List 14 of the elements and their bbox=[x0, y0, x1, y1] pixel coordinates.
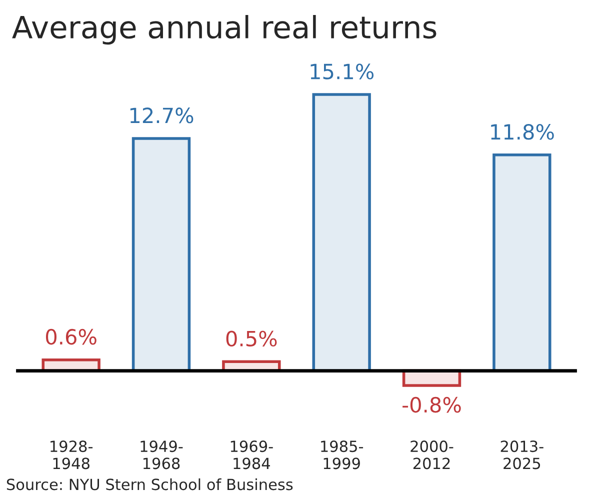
data-label: -0.8% bbox=[402, 396, 461, 413]
x-tick-label: 2000- 2012 bbox=[410, 440, 454, 470]
data-label: 0.5% bbox=[226, 330, 277, 347]
data-label: 11.8% bbox=[491, 124, 554, 140]
data-label: 12.7% bbox=[130, 108, 194, 124]
chart-title: Average annual real returns bbox=[12, 15, 436, 45]
source-note: Source: NYU Stern School of Business bbox=[6, 478, 293, 490]
data-label: 15.1% bbox=[310, 64, 374, 80]
x-tick-label: 1928- 1948 bbox=[50, 440, 93, 470]
x-tick-label: 1969- 1984 bbox=[230, 440, 273, 470]
x-tick-label: 1949- 1968 bbox=[140, 440, 183, 470]
data-label: 0.6% bbox=[46, 328, 96, 345]
x-tick-label: 1985- 1999 bbox=[321, 440, 364, 470]
x-tick-label: 2013- 2025 bbox=[500, 440, 544, 470]
